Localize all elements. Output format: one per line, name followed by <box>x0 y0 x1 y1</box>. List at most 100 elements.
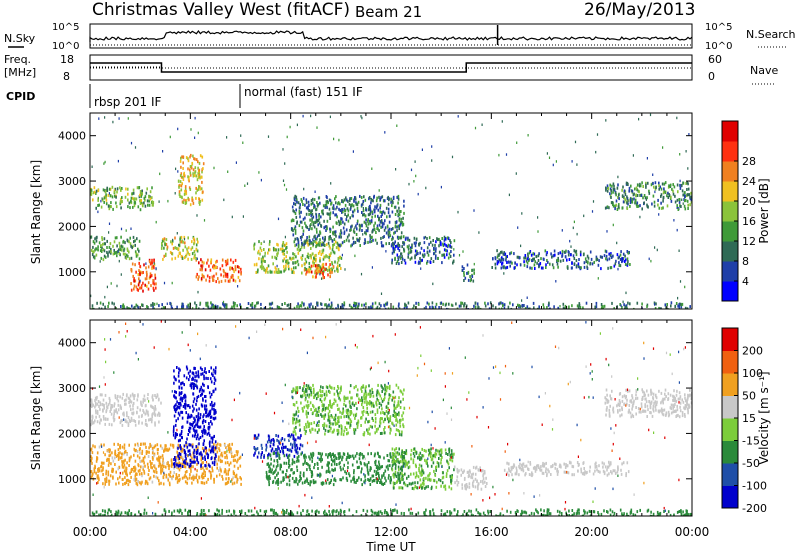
echo-cell <box>489 301 492 305</box>
echo-cell <box>162 461 165 465</box>
echo-cell <box>131 418 133 422</box>
noise-cell <box>153 262 155 265</box>
echo-cell <box>185 365 188 369</box>
echo-cell <box>402 461 405 465</box>
echo-cell <box>145 445 147 449</box>
echo-cell <box>132 235 135 239</box>
echo-cell <box>282 252 284 256</box>
echo-cell <box>184 454 187 458</box>
echo-cell <box>332 204 335 208</box>
echo-cell <box>196 272 198 276</box>
echo-cell <box>267 454 269 458</box>
echo-cell <box>129 242 132 246</box>
echo-cell <box>399 222 402 226</box>
noise-cell <box>501 120 503 123</box>
echo-cell <box>130 475 132 479</box>
echo-cell <box>293 210 296 214</box>
echo-cell <box>368 196 371 199</box>
echo-cell <box>609 266 612 270</box>
echo-cell <box>254 304 257 308</box>
echo-cell <box>183 475 186 479</box>
echo-cell <box>185 457 187 461</box>
noise-cell <box>172 238 174 242</box>
echo-cell <box>358 302 360 306</box>
echo-cell <box>322 276 325 280</box>
echo-cell <box>180 455 183 459</box>
echo-cell <box>219 460 222 464</box>
echo-cell <box>169 470 172 474</box>
echo-cell <box>149 275 152 279</box>
echo-cell <box>129 471 131 475</box>
echo-cell <box>209 395 212 399</box>
echo-cell <box>192 421 195 425</box>
echo-cell <box>382 387 384 391</box>
echo-cell <box>417 261 420 265</box>
echo-cell <box>280 438 283 442</box>
echo-cell <box>182 460 185 464</box>
echo-cell <box>626 263 629 267</box>
echo-cell <box>196 399 198 403</box>
echo-cell <box>194 429 197 433</box>
echo-cell <box>335 201 337 205</box>
echo-cell <box>137 444 140 448</box>
echo-cell <box>679 302 682 306</box>
echo-cell <box>383 456 385 460</box>
echo-cell <box>180 429 183 433</box>
echo-cell <box>277 251 279 255</box>
echo-cell <box>400 231 403 235</box>
echo-cell <box>395 220 398 224</box>
echo-cell <box>270 440 272 444</box>
echo-cell <box>307 482 310 485</box>
echo-cell <box>198 168 201 172</box>
echo-cell <box>254 448 257 452</box>
echo-cell <box>339 244 341 248</box>
echo-cell <box>215 444 218 448</box>
echo-cell <box>106 239 108 243</box>
echo-cell <box>322 424 324 427</box>
echo-cell <box>321 250 324 253</box>
echo-cell <box>150 303 152 307</box>
echo-cell <box>672 192 675 196</box>
echo-cell <box>387 233 390 237</box>
echo-cell <box>158 420 160 424</box>
echo-cell <box>106 189 109 192</box>
echo-cell <box>133 197 136 201</box>
echo-cell <box>210 436 213 440</box>
echo-cell <box>99 403 102 407</box>
echo-cell <box>109 474 112 478</box>
nsky-line <box>89 30 693 42</box>
echo-cell <box>198 198 201 202</box>
echo-cell <box>684 207 687 211</box>
echo-cell <box>146 187 148 191</box>
echo-cell <box>414 256 416 260</box>
echo-cell <box>513 266 516 270</box>
echo-cell <box>98 469 101 473</box>
echo-cell <box>196 425 199 428</box>
echo-cell <box>354 454 357 458</box>
echo-cell <box>184 470 187 474</box>
echo-cell <box>140 443 142 446</box>
echo-cell <box>534 267 536 270</box>
echo-cell <box>296 469 299 472</box>
echo-cell <box>134 459 137 463</box>
echo-cell <box>636 203 638 207</box>
echo-cell <box>173 407 176 411</box>
echo-cell <box>119 202 122 206</box>
echo-cell <box>142 281 144 285</box>
echo-cell <box>403 249 405 253</box>
echo-cell <box>103 406 105 410</box>
echo-cell <box>593 260 595 264</box>
echo-cell <box>348 456 351 459</box>
echo-cell <box>386 417 389 421</box>
echo-cell <box>120 405 122 409</box>
echo-cell <box>620 250 622 254</box>
echo-cell <box>283 476 285 480</box>
echo-cell <box>120 244 123 248</box>
echo-cell <box>195 423 197 427</box>
echo-cell <box>108 458 110 462</box>
echo-cell <box>102 468 104 472</box>
echo-cell <box>184 241 186 245</box>
echo-cell <box>211 440 214 444</box>
echo-cell <box>149 195 151 199</box>
noise-cell <box>100 199 102 203</box>
